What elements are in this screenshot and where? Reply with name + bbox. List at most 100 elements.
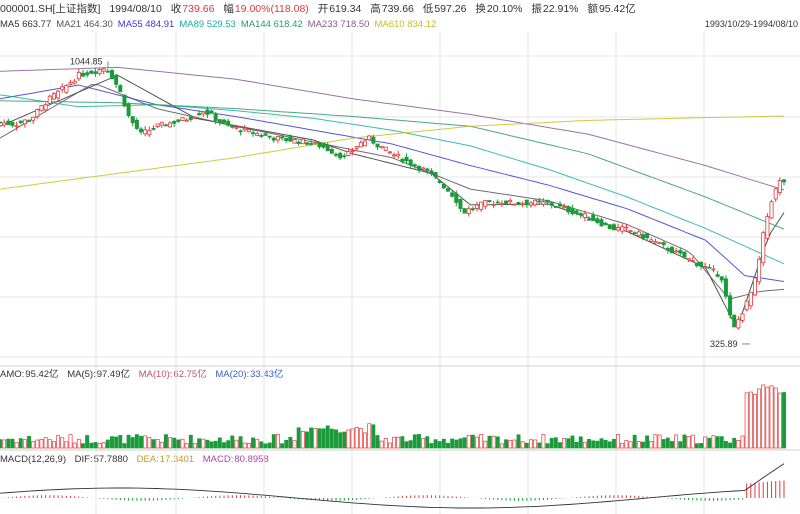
low-value: 597.26 <box>434 3 467 15</box>
candle-body <box>114 74 119 85</box>
ma-legend-name: MA5 <box>0 19 20 30</box>
candle-body <box>101 68 106 72</box>
volume-bar <box>47 439 52 449</box>
volume-bar <box>342 431 347 449</box>
ma-legend-value: 484.91 <box>142 19 175 30</box>
volume-bar <box>728 442 733 449</box>
volume-bar <box>379 440 384 449</box>
candle-body <box>765 216 770 239</box>
volume-bar <box>209 441 214 449</box>
candle-body <box>645 233 650 239</box>
amo-label: AMO: <box>0 369 25 380</box>
candle-body <box>383 146 388 151</box>
vol-ma20-label: MA(20): <box>215 369 250 380</box>
vol-ma20-value: 33.43亿 <box>250 369 284 380</box>
volume-bar <box>719 436 724 449</box>
volume-bar <box>665 437 670 449</box>
symbol-label: 000001.SH[上证指数] <box>0 3 101 15</box>
candle-body <box>246 129 251 133</box>
volume-bar <box>143 435 148 449</box>
volume-bar <box>499 443 504 449</box>
volume-bar <box>740 435 745 449</box>
ma-legend-name: MA55 <box>117 19 143 30</box>
volume-bar <box>155 439 160 449</box>
macd-title: MACD(12,26,9) <box>0 454 66 465</box>
candle-body <box>392 154 397 157</box>
turnover-value: 20.10% <box>486 3 523 15</box>
ma55-line <box>0 84 785 282</box>
volume-bar <box>541 434 546 449</box>
candle-body <box>280 136 285 139</box>
candle-body <box>491 203 496 206</box>
candle-body <box>85 72 90 76</box>
volume-bar <box>284 439 289 449</box>
close-value: 739.66 <box>182 3 215 15</box>
candle-body <box>10 121 15 126</box>
ma5-line <box>0 74 785 326</box>
high-value: 739.66 <box>381 3 414 15</box>
candle-body <box>201 111 206 115</box>
candle-body <box>570 207 575 215</box>
annotations: 1044.85 325.89 <box>70 57 750 349</box>
volume-bar <box>495 436 500 449</box>
candle-body <box>620 226 625 232</box>
volume-bar <box>682 434 687 449</box>
candle-body <box>744 300 749 311</box>
candle-body <box>508 199 513 203</box>
volume-bar <box>736 440 741 449</box>
candle-body <box>371 136 376 144</box>
ma89-line <box>0 94 785 265</box>
amplitude-value: 22.91% <box>542 3 579 15</box>
ma-legend-value: 718.50 <box>337 19 370 30</box>
candle-body <box>155 123 160 127</box>
volume-bar <box>632 434 637 449</box>
volume-bar <box>636 441 641 449</box>
candle-body <box>284 137 289 141</box>
volume-bar <box>732 437 737 449</box>
candle-body <box>325 144 330 151</box>
volume-bar <box>773 387 778 449</box>
candle-body <box>686 257 691 261</box>
volume-bar <box>433 439 438 449</box>
candle-body <box>292 139 297 144</box>
volume-bar <box>441 438 446 449</box>
candle-body <box>238 130 243 133</box>
candle-body <box>205 109 210 115</box>
volume-bar <box>329 428 334 449</box>
volume-bar <box>180 438 185 449</box>
candle-body <box>533 199 538 206</box>
candle-body <box>197 113 202 116</box>
dea-label: DEA: <box>136 454 159 465</box>
volume-bar <box>110 436 114 449</box>
volume-bar <box>76 439 81 449</box>
volume-bar <box>765 386 770 449</box>
ma-legend-name: MA89 <box>179 19 205 30</box>
candle-body <box>674 250 679 253</box>
volume-bar <box>470 434 475 449</box>
volume-bar <box>678 441 683 449</box>
candle-body <box>35 109 40 117</box>
ma-legend-value: 834.12 <box>404 19 437 30</box>
volume-bar <box>184 443 189 449</box>
volume-bar <box>744 392 749 449</box>
candle-body <box>18 120 23 124</box>
volume-bar <box>89 442 94 449</box>
volume-bar <box>122 443 127 449</box>
candle-body <box>288 136 293 142</box>
candle-body <box>657 242 662 244</box>
candle-body <box>437 180 442 184</box>
candle-body <box>499 203 504 205</box>
volume-bar <box>595 440 600 449</box>
volume-bar <box>769 385 774 449</box>
volume-bar <box>101 442 106 449</box>
candle-body <box>516 202 521 205</box>
candle-body <box>703 266 708 268</box>
candle-body <box>441 183 446 189</box>
volume-bar <box>309 427 314 449</box>
candle-body <box>76 72 81 80</box>
candle-body <box>143 129 148 135</box>
volume-bar <box>587 438 591 449</box>
candle-body <box>354 146 359 149</box>
candle-body <box>22 119 27 125</box>
